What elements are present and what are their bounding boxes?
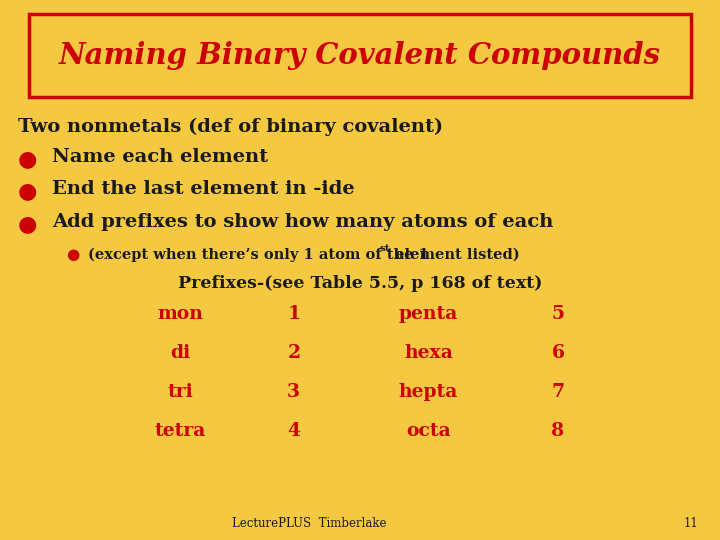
Text: tri: tri [167, 383, 193, 401]
Text: di: di [170, 344, 190, 362]
Text: tetra: tetra [154, 422, 206, 440]
FancyBboxPatch shape [29, 14, 691, 97]
Text: penta: penta [399, 305, 458, 323]
Text: mon: mon [157, 305, 203, 323]
Text: (except when there’s only 1 atom of the 1: (except when there’s only 1 atom of the … [88, 248, 428, 262]
Text: Add prefixes to show how many atoms of each: Add prefixes to show how many atoms of e… [52, 213, 553, 231]
Text: 11: 11 [684, 517, 698, 530]
Text: ●: ● [18, 148, 37, 170]
Text: 7: 7 [552, 383, 564, 401]
Text: ●: ● [18, 180, 37, 202]
Text: ●: ● [66, 248, 79, 262]
Text: 2: 2 [287, 344, 300, 362]
Text: 4: 4 [287, 422, 300, 440]
Text: End the last element in -ide: End the last element in -ide [52, 180, 354, 198]
Text: Name each element: Name each element [52, 148, 268, 166]
Text: element listed): element listed) [390, 248, 520, 262]
Text: 3: 3 [287, 383, 300, 401]
Text: Naming Binary Covalent Compounds: Naming Binary Covalent Compounds [59, 41, 661, 70]
Text: octa: octa [406, 422, 451, 440]
Text: 5: 5 [552, 305, 564, 323]
Text: 6: 6 [552, 344, 564, 362]
Text: 1: 1 [287, 305, 300, 323]
Text: ●: ● [18, 213, 37, 235]
Text: LecturePLUS  Timberlake: LecturePLUS Timberlake [233, 517, 387, 530]
Text: 8: 8 [552, 422, 564, 440]
Text: st: st [379, 244, 390, 253]
Text: Prefixes-(see Table 5.5, p 168 of text): Prefixes-(see Table 5.5, p 168 of text) [178, 275, 542, 292]
Text: hexa: hexa [404, 344, 453, 362]
Text: Two nonmetals (def of binary covalent): Two nonmetals (def of binary covalent) [18, 118, 443, 136]
Text: hepta: hepta [399, 383, 458, 401]
